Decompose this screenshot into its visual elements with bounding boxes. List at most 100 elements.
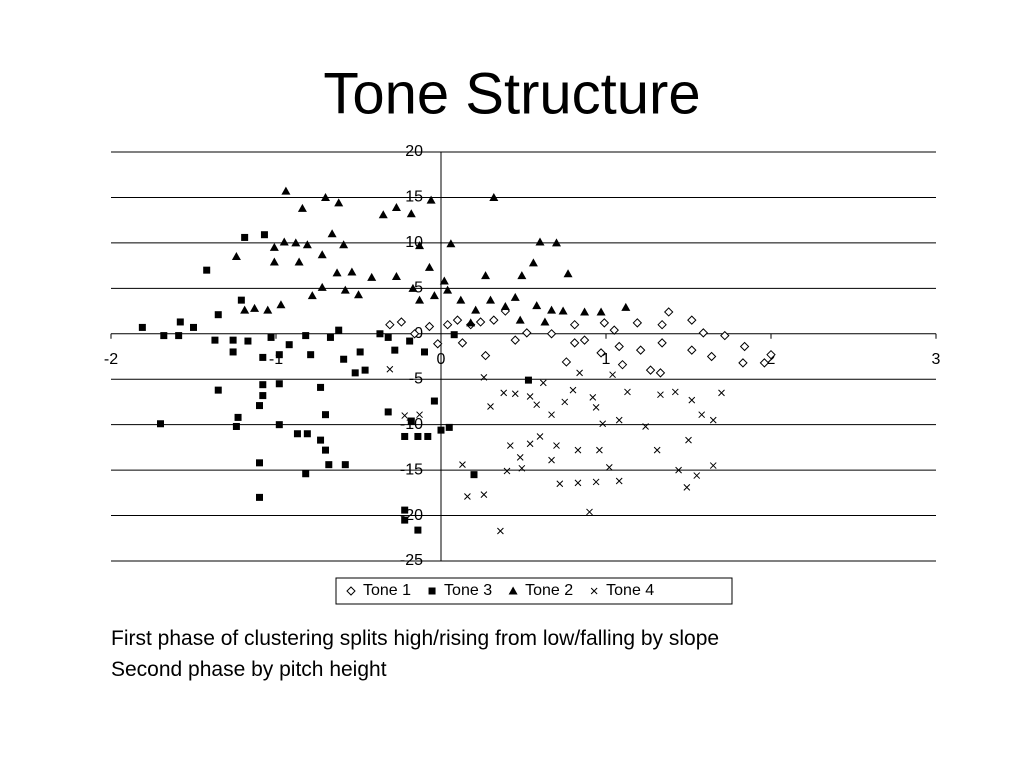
marker xyxy=(503,467,511,475)
chart: Tone Structure 20151050-5-10-15-20-25-2-… xyxy=(104,61,941,605)
marker-stroke xyxy=(416,411,423,419)
marker xyxy=(558,306,568,315)
marker xyxy=(552,238,561,247)
marker xyxy=(285,341,293,349)
marker xyxy=(532,301,542,310)
marker xyxy=(354,290,363,299)
marker-stroke xyxy=(548,456,555,464)
y-tick-label: -25 xyxy=(400,552,423,569)
marker xyxy=(621,302,631,311)
marker xyxy=(429,291,439,300)
marker xyxy=(470,471,478,479)
marker-stroke xyxy=(709,416,717,424)
marker xyxy=(489,192,499,201)
marker xyxy=(486,295,495,304)
marker xyxy=(540,317,550,326)
marker xyxy=(190,323,197,331)
marker xyxy=(548,456,555,464)
marker xyxy=(457,338,468,348)
marker xyxy=(609,371,616,379)
series xyxy=(386,365,725,535)
marker xyxy=(263,305,273,314)
y-tick-label: 15 xyxy=(405,189,423,206)
marker xyxy=(480,374,488,381)
marker-stroke xyxy=(487,403,494,410)
marker xyxy=(579,335,590,345)
marker xyxy=(548,411,555,419)
marker-stroke xyxy=(500,389,508,397)
marker xyxy=(663,307,674,317)
marker xyxy=(335,326,343,334)
marker xyxy=(428,587,436,595)
marker-stroke xyxy=(693,472,701,479)
marker xyxy=(276,300,286,309)
marker xyxy=(698,328,709,338)
marker-stroke xyxy=(459,461,466,469)
marker-stroke xyxy=(642,423,649,430)
marker xyxy=(569,338,580,348)
marker-stroke xyxy=(596,446,603,454)
marker xyxy=(376,330,384,338)
marker xyxy=(317,436,325,444)
marker xyxy=(442,319,453,330)
marker xyxy=(361,366,369,374)
marker xyxy=(244,337,252,345)
marker xyxy=(401,432,409,440)
marker xyxy=(416,411,423,419)
marker-stroke xyxy=(561,398,569,406)
marker-stroke xyxy=(511,390,519,398)
marker xyxy=(590,587,598,595)
marker xyxy=(234,413,242,421)
marker xyxy=(739,341,750,352)
marker xyxy=(259,392,267,400)
marker xyxy=(408,283,418,292)
marker xyxy=(432,339,443,349)
marker xyxy=(506,442,514,449)
marker-stroke xyxy=(480,491,488,499)
marker xyxy=(260,231,268,239)
marker xyxy=(291,238,301,247)
marker-stroke xyxy=(516,454,524,461)
marker xyxy=(561,357,572,367)
caption: Second phase by pitch height xyxy=(111,658,387,681)
marker xyxy=(653,446,661,454)
marker xyxy=(526,393,534,400)
marker xyxy=(574,446,582,454)
marker xyxy=(351,369,359,377)
marker xyxy=(385,319,395,330)
marker xyxy=(307,351,315,359)
marker xyxy=(409,329,420,339)
legend-box xyxy=(335,577,733,605)
marker xyxy=(378,210,388,219)
marker xyxy=(596,348,606,358)
marker xyxy=(632,318,643,328)
marker xyxy=(325,461,333,469)
y-tick-label: -15 xyxy=(400,461,423,478)
marker xyxy=(563,269,573,278)
marker xyxy=(524,376,532,384)
marker xyxy=(240,305,250,314)
marker xyxy=(642,423,649,430)
marker xyxy=(456,295,466,304)
marker xyxy=(450,331,458,339)
marker xyxy=(396,317,407,327)
marker xyxy=(256,402,263,410)
marker xyxy=(709,416,717,424)
marker xyxy=(615,477,623,485)
legend-label: Tone 2 xyxy=(525,582,573,599)
marker xyxy=(687,345,697,355)
marker xyxy=(294,257,304,266)
marker-stroke xyxy=(709,462,717,469)
marker xyxy=(340,355,348,363)
marker xyxy=(317,250,327,259)
marker xyxy=(302,240,312,249)
marker-stroke xyxy=(506,442,514,449)
marker-stroke xyxy=(615,416,623,424)
y-tick-label: 20 xyxy=(405,143,423,160)
marker-stroke xyxy=(553,442,560,449)
marker xyxy=(459,461,466,469)
marker-stroke xyxy=(503,467,511,475)
marker-stroke xyxy=(683,484,691,491)
marker xyxy=(510,335,520,345)
marker xyxy=(510,292,520,301)
